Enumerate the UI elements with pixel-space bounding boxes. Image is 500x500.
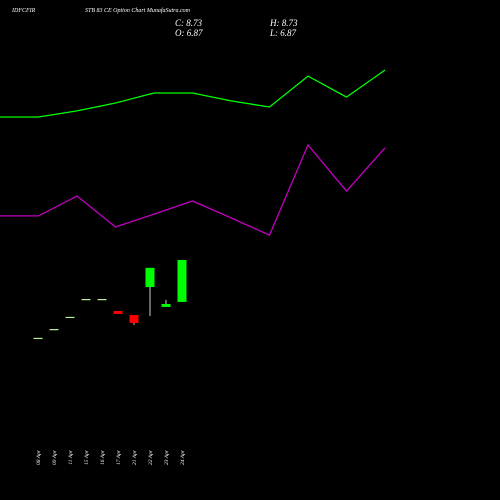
candle-body [177,259,187,302]
candle-body [49,329,59,331]
x-tick-label: 08 Apr [36,449,42,465]
x-tick-label: 17 Apr [116,449,122,465]
x-tick-label: 15 Apr [84,449,90,465]
candle-body [129,315,139,323]
candle-body [81,299,91,301]
candle-body [33,337,43,340]
candle-body [145,267,155,288]
readout-low: L: 6.87 [269,28,297,38]
candle-body [65,316,75,319]
readout-high: H: 8.73 [269,18,298,28]
indicator-line [0,143,386,236]
x-tick-label: 21 Apr [132,449,138,465]
readout-close: C: 8.73 [175,18,203,28]
x-tick-label: 11 Apr [68,449,74,464]
candle-body [113,310,123,314]
chart-subtitle: STB 83 CE Option Chart MunafaSutra.com [85,7,191,14]
chart-title: IDFCFIR [11,8,36,14]
x-tick-label: 24 Apr [179,449,186,465]
x-tick-label: 09 Apr [52,449,58,465]
x-tick-label: 16 Apr [100,449,106,465]
indicator-line [0,69,386,118]
x-tick-label: 22 Apr [148,449,154,465]
candle-body [97,299,107,301]
readout-open: O: 6.87 [175,28,203,38]
x-tick-label: 23 Apr [164,449,170,465]
candle-body [161,303,171,307]
